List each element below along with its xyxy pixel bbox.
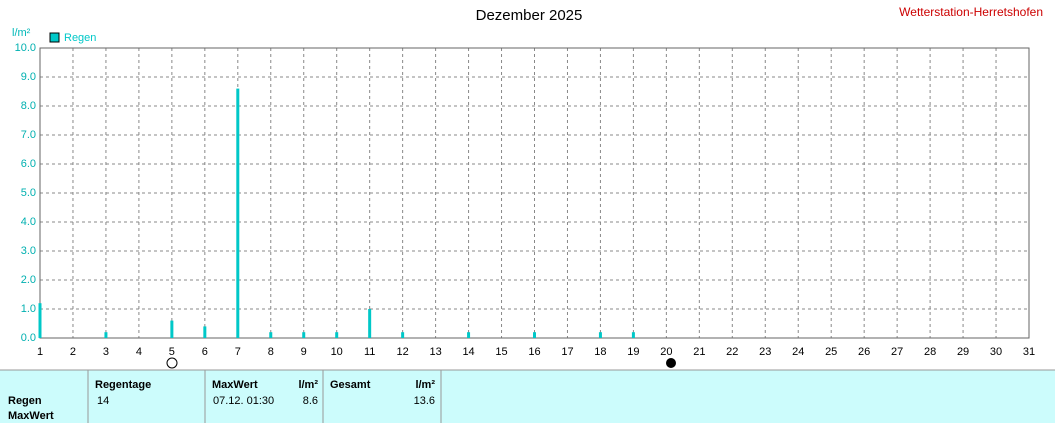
x-tick-label: 5 xyxy=(169,346,175,358)
x-tick-label: 2 xyxy=(70,346,76,358)
y-tick-label: 1.0 xyxy=(21,303,36,315)
y-tick-label: 0.0 xyxy=(21,332,36,344)
cell: 13.6 xyxy=(414,395,435,407)
x-tick-label: 21 xyxy=(693,346,705,358)
row-label: MaxWert xyxy=(8,410,54,422)
x-tick-label: 19 xyxy=(627,346,639,358)
x-tick-label: 27 xyxy=(891,346,903,358)
column-header: MaxWert xyxy=(212,379,258,391)
x-tick-label: 30 xyxy=(990,346,1002,358)
x-tick-label: 20 xyxy=(660,346,672,358)
row-label: Regen xyxy=(8,395,42,407)
x-tick-label: 31 xyxy=(1023,346,1035,358)
x-tick-label: 23 xyxy=(759,346,771,358)
bar xyxy=(302,332,306,338)
legend-label: Regen xyxy=(64,32,96,44)
x-tick-label: 16 xyxy=(528,346,540,358)
column-unit: l/m² xyxy=(415,379,435,391)
y-tick-label: 8.0 xyxy=(21,100,36,112)
x-tick-label: 9 xyxy=(301,346,307,358)
x-tick-label: 25 xyxy=(825,346,837,358)
x-tick-label: 4 xyxy=(136,346,142,358)
bar xyxy=(269,332,273,338)
x-tick-label: 12 xyxy=(397,346,409,358)
y-tick-label: 3.0 xyxy=(21,245,36,257)
y-tick-label: 5.0 xyxy=(21,187,36,199)
y-tick-label: 4.0 xyxy=(21,216,36,228)
cell: 8.6 xyxy=(303,395,318,407)
column-header: Regentage xyxy=(95,379,151,391)
chart-title: Dezember 2025 xyxy=(476,7,583,24)
cell: 07.12. 01:30 xyxy=(213,395,274,407)
x-tick-label: 22 xyxy=(726,346,738,358)
full-moon-icon xyxy=(166,357,178,369)
bar xyxy=(368,309,372,338)
x-tick-label: 6 xyxy=(202,346,208,358)
x-tick-label: 3 xyxy=(103,346,109,358)
bar xyxy=(631,332,635,338)
subtitle: Wetterstation-Herretshofen xyxy=(899,5,1043,19)
x-tick-label: 18 xyxy=(594,346,606,358)
y-tick-label: 9.0 xyxy=(21,71,36,83)
bar xyxy=(203,326,207,338)
x-tick-label: 29 xyxy=(957,346,969,358)
column-header: Gesamt xyxy=(330,379,371,391)
column-unit: l/m² xyxy=(298,379,318,391)
bar xyxy=(170,320,174,338)
x-tick-label: 14 xyxy=(462,346,474,358)
x-tick-label: 26 xyxy=(858,346,870,358)
x-tick-label: 1 xyxy=(37,346,43,358)
x-tick-label: 11 xyxy=(364,346,375,358)
bar xyxy=(104,332,108,338)
cell: 14 xyxy=(97,395,109,407)
x-tick-label: 13 xyxy=(429,346,441,358)
bar xyxy=(236,88,240,338)
bar xyxy=(533,332,536,338)
x-tick-label: 8 xyxy=(268,346,274,358)
bar xyxy=(598,332,602,338)
x-tick-label: 17 xyxy=(561,346,573,358)
bar xyxy=(38,303,42,338)
y-tick-label: 2.0 xyxy=(21,274,36,286)
x-tick-label: 28 xyxy=(924,346,936,358)
bar xyxy=(467,332,471,338)
table-background xyxy=(0,370,1055,423)
y-tick-label: 10.0 xyxy=(15,42,36,54)
bar xyxy=(401,332,405,338)
x-tick-label: 7 xyxy=(235,346,241,358)
y-tick-label: 6.0 xyxy=(21,158,36,170)
y-axis-label: l/m² xyxy=(12,27,31,39)
x-tick-label: 15 xyxy=(495,346,507,358)
x-tick-label: 10 xyxy=(331,346,343,358)
new-moon-icon xyxy=(666,358,676,368)
y-tick-label: 7.0 xyxy=(21,129,36,141)
x-tick-label: 24 xyxy=(792,346,804,358)
legend-swatch xyxy=(49,32,60,43)
bar xyxy=(335,332,339,338)
